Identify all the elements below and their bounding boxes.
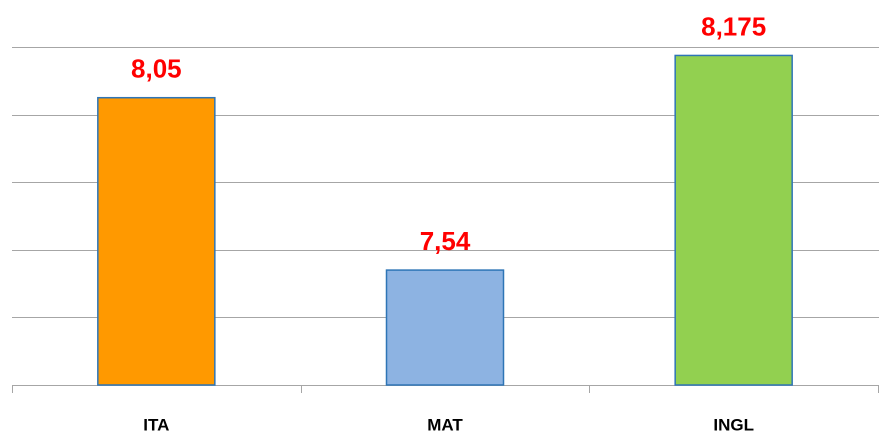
- data-label: 8,175: [701, 11, 766, 41]
- bar: [385, 269, 505, 386]
- data-label: 8,05: [131, 54, 182, 84]
- x-tick-label: INGL: [713, 415, 754, 434]
- x-tick-label: ITA: [143, 415, 169, 434]
- bar: [674, 54, 793, 386]
- data-label: 7,54: [420, 226, 471, 256]
- bar: [97, 96, 216, 386]
- x-tick-label: MAT: [427, 415, 463, 434]
